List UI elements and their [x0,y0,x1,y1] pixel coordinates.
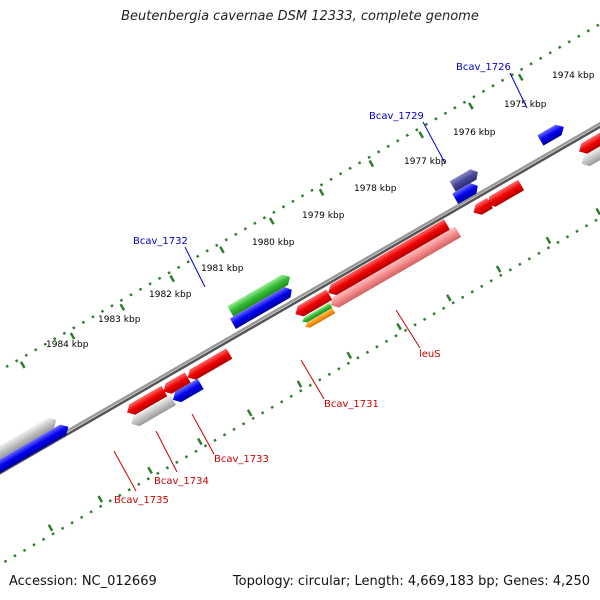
gene-leus-red[interactable] [325,219,450,298]
scale-label: 1981 kbp [201,264,244,274]
leader-line [300,359,325,400]
gene-bcav-1735-red[interactable] [124,385,168,418]
topology-text: Topology: circular; Length: 4,669,183 bp… [232,574,590,589]
leader-line [422,121,446,164]
scale-tick-inner [595,207,600,216]
scale-tick-inner [246,409,253,417]
gene-label-bcav-1733[interactable]: Bcav_1733 [214,454,269,465]
scale-tick-inner [545,236,552,244]
scale-line-inner [0,157,600,580]
scale-label: 1982 kbp [149,290,192,300]
gene-bcav-1729-blue[interactable] [452,181,481,205]
forward-gene-labels: Bcav_1726 Bcav_1729 Bcav_1732 [133,62,528,288]
scale-label: 1979 kbp [302,211,345,221]
leader-line [155,430,178,473]
scale-label: 1980 kbp [252,238,295,248]
scale-tick-outer [468,102,474,110]
gene-left-blue[interactable] [0,422,71,474]
gene-label-bcav-1729[interactable]: Bcav_1729 [369,111,424,122]
gene-bcav-1732[interactable] [227,272,293,317]
gene-bcav-1733[interactable] [185,348,233,382]
gene-label-bcav-1731[interactable]: Bcav_1731 [324,399,379,410]
scale-tick-outer [368,159,375,168]
gene-bcav-1726[interactable] [537,122,566,146]
gene-bcav-1729[interactable] [449,167,481,192]
genome-title: Beutenbergia cavernae DSM 12333, complet… [121,9,479,24]
gene-label-bcav-1726[interactable]: Bcav_1726 [456,62,511,73]
gene-bcav-1735[interactable] [128,394,176,429]
scale-label: 1974 kbp [552,71,595,81]
reverse-gene-labels: leuS Bcav_1731 Bcav_1733 Bcav_1734 Bcav_… [113,309,441,506]
scale-tick-inner [97,495,104,503]
leader-line [113,450,137,492]
gene-label-leus[interactable]: leuS [419,349,441,360]
scale-tick-outer [169,274,175,283]
accession-text: Accession: NC_012669 [9,574,157,589]
scale-tick-inner [396,322,402,331]
genome-backbone [0,86,600,509]
scale-tick-inner [47,524,54,532]
scale-tick-inner [346,351,353,359]
scale-tick-inner [446,294,452,302]
gene-right-red-1[interactable] [484,179,525,210]
scale-label: 1978 kbp [354,184,397,194]
scale-tick-outer [268,217,275,225]
scale-label: 1977 kbp [404,157,447,167]
gene-bcav-1734[interactable] [170,378,204,405]
scale-tick-outer [69,332,76,340]
gene-bcav-1734-red[interactable] [160,372,191,396]
gene-right-red-2[interactable] [471,197,493,218]
gene-label-bcav-1734[interactable]: Bcav_1734 [154,476,209,487]
gene-far-right-gray[interactable] [579,134,600,169]
scale-tick-outer [517,73,524,81]
gene-bcav-1731-red[interactable] [292,289,333,319]
gene-bcav-1731[interactable] [301,302,333,325]
scale-tick-outer [219,246,225,254]
scale-tick-outer [19,361,26,369]
gene-leus[interactable] [328,226,462,311]
leader-line [191,413,215,455]
scale-label: 1983 kbp [98,315,141,325]
genome-backbone-shadow [0,88,600,512]
gene-left-gray[interactable] [0,415,59,460]
leader-line [395,309,421,349]
scale-tick-outer [318,188,325,196]
scale-tick-inner [296,380,303,388]
scale-tick-inner [197,437,203,446]
scale-label: 1976 kbp [453,128,496,138]
gene-bcav-1732-blue[interactable] [229,285,295,329]
leader-line [509,72,528,109]
scale-tick-inner [147,466,153,474]
gene-bcav-1731-orange[interactable] [304,307,336,330]
gene-label-bcav-1735[interactable]: Bcav_1735 [114,495,169,506]
scale-line-outer [0,11,600,435]
scale-tick-outer [418,131,424,139]
scale-tick-outer [119,303,126,311]
scale-tick-inner [495,265,502,273]
leader-line [184,246,206,288]
gene-label-bcav-1732[interactable]: Bcav_1732 [133,236,188,247]
scale-label: 1984 kbp [46,340,89,350]
